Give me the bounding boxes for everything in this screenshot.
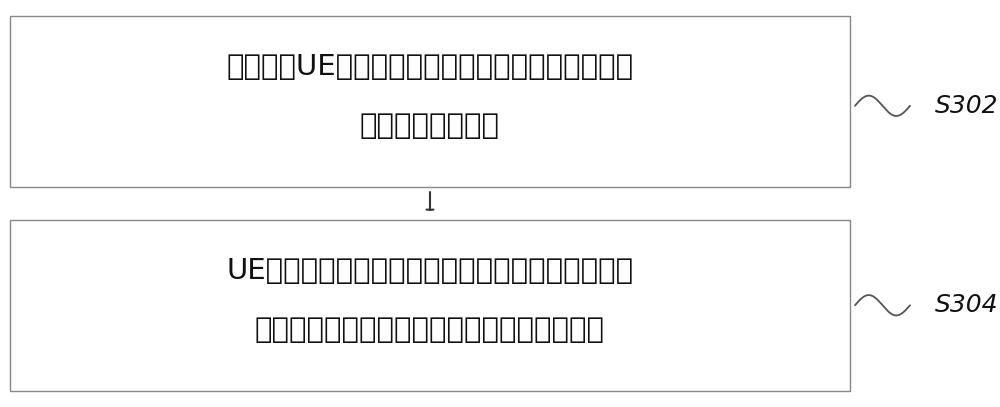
Text: 组变更的指示信息: 组变更的指示信息 (360, 112, 500, 140)
Text: UE在进行小区切换或辅助小区组变更时，保持与源: UE在进行小区切换或辅助小区组变更时，保持与源 (226, 257, 634, 284)
FancyBboxPatch shape (10, 16, 850, 187)
Text: S302: S302 (935, 94, 998, 118)
Text: 用户设备UE接收用于指示进行小区切换或辅助小区: 用户设备UE接收用于指示进行小区切换或辅助小区 (226, 53, 634, 81)
FancyBboxPatch shape (10, 220, 850, 391)
Text: S304: S304 (935, 293, 998, 317)
Text: 小区的连接，并对源小区进行无线链路的检测: 小区的连接，并对源小区进行无线链路的检测 (255, 316, 605, 344)
